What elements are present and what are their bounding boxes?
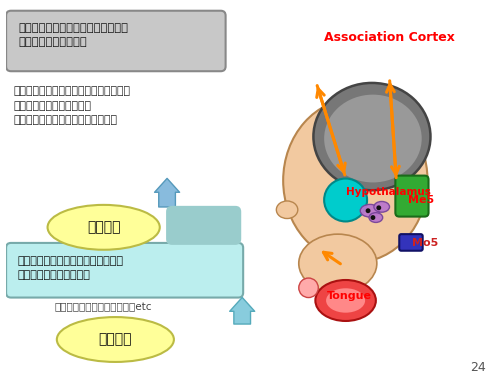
Ellipse shape [314, 83, 430, 190]
FancyBboxPatch shape [166, 206, 241, 245]
Text: Hypothalamus: Hypothalamus [346, 188, 431, 197]
Text: 「癌ではないか」・「この薬が原因だ」
「この歯がこすれている」
「この歯を削ったらよくなるはず」: 「癌ではないか」・「この薬が原因だ」 「この歯がこすれている」 「この歯を削った… [14, 86, 131, 126]
Text: Association Cortex: Association Cortex [324, 31, 455, 44]
Ellipse shape [360, 204, 380, 217]
FancyBboxPatch shape [396, 176, 428, 217]
Circle shape [366, 208, 370, 213]
Ellipse shape [276, 201, 298, 219]
FancyBboxPatch shape [6, 243, 243, 297]
Ellipse shape [57, 317, 174, 362]
FancyArrowPatch shape [154, 178, 180, 207]
Ellipse shape [326, 288, 365, 313]
FancyBboxPatch shape [400, 234, 422, 251]
Text: 疼痛・違和感・咬合の異常感etc: 疼痛・違和感・咬合の異常感etc [55, 302, 152, 312]
Ellipse shape [369, 213, 382, 222]
Text: 薬物療法: 薬物療法 [98, 333, 132, 346]
Text: Tongue: Tongue [327, 291, 372, 301]
Circle shape [324, 178, 367, 222]
Ellipse shape [299, 234, 377, 292]
Circle shape [299, 278, 318, 297]
Ellipse shape [316, 280, 376, 321]
Ellipse shape [48, 205, 160, 250]
Text: 大脳皮質連合野における高次認知過
程での誤った関連付け: 大脳皮質連合野における高次認知過 程での誤った関連付け [19, 23, 129, 47]
FancyBboxPatch shape [6, 11, 226, 71]
FancyArrowPatch shape [230, 297, 254, 324]
Text: 心理療法: 心理療法 [87, 220, 120, 234]
Ellipse shape [374, 201, 390, 212]
Text: 三叉神経から上向する神経伝達物質
と受容体の生化学的異常: 三叉神経から上向する神経伝達物質 と受容体の生化学的異常 [18, 256, 124, 280]
Circle shape [376, 206, 381, 210]
Text: Me5: Me5 [408, 195, 434, 205]
Circle shape [370, 215, 376, 220]
Text: 24: 24 [470, 361, 486, 374]
Ellipse shape [283, 99, 428, 262]
Text: Mo5: Mo5 [412, 238, 438, 248]
Ellipse shape [324, 94, 422, 182]
